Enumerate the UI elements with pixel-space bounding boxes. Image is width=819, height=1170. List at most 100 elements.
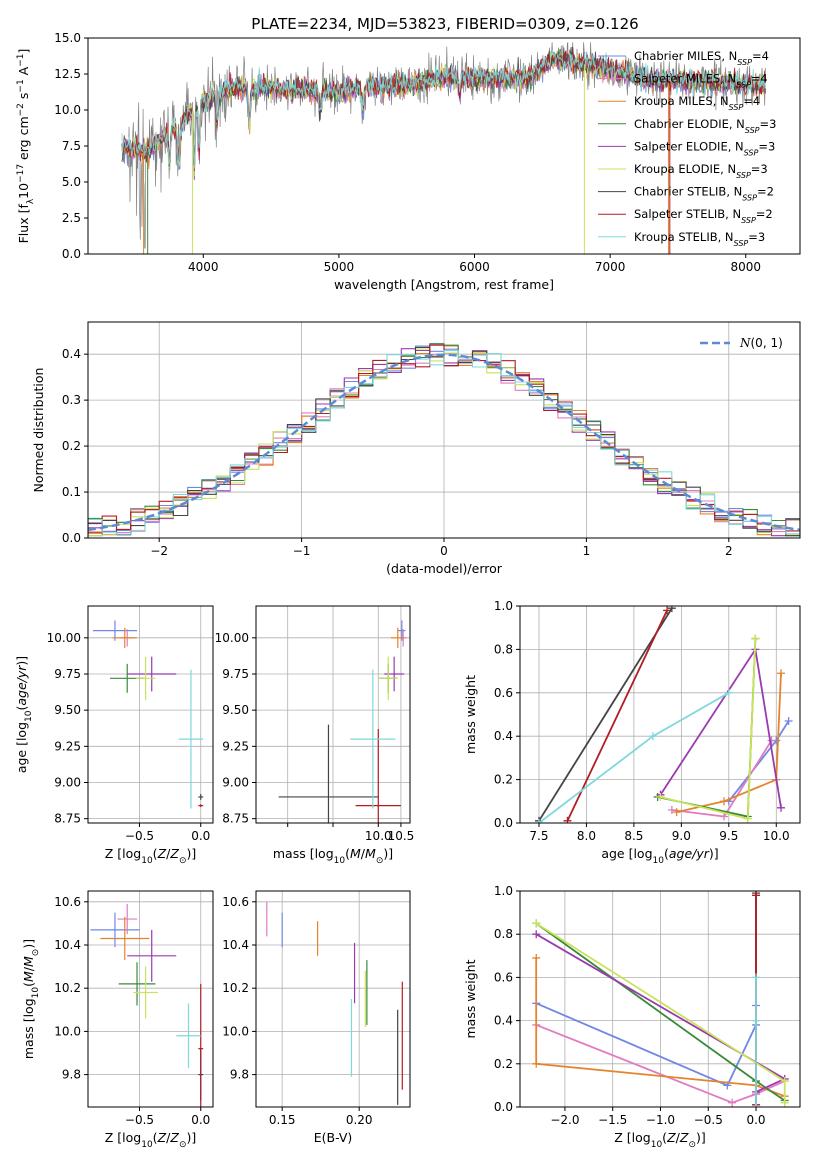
x-axis-label-part: wavelength [Angstrom, rest frame] xyxy=(334,277,554,292)
x-tick-label: 6000 xyxy=(459,260,490,274)
weight-marker xyxy=(780,1077,789,1086)
legend-subscript: SSP xyxy=(729,103,744,112)
weight-marker xyxy=(532,1059,541,1068)
y-tick-label: 10.00 xyxy=(215,631,249,645)
legend-model-name: Kroupa MILES, N xyxy=(634,94,729,108)
axes-weight_vs_Z: −2.0 −1.5 −1.0 −0.5 0.0 0.0 0.2 0.4 0.6 0.8 1.0 Z [… xyxy=(463,884,801,1150)
y-tick-label: 9.25 xyxy=(54,739,81,753)
x-axis-label-part: / xyxy=(166,1130,171,1145)
x-axis-label-part: ( xyxy=(345,846,350,861)
axes-mass_vs_Z: −0.5 0.09.810.010.210.410.6Z [log10(Z/Z⊙)… xyxy=(21,890,214,1150)
y-tick-label: 10.2 xyxy=(222,981,249,995)
x-tick-label: −1 xyxy=(293,544,311,558)
weight-marker xyxy=(720,812,729,821)
x-tick-label: 2 xyxy=(725,544,733,558)
x-axis-label-part: ⊙ xyxy=(179,856,187,866)
x-tick-label: −0.5 xyxy=(125,1113,154,1127)
x-axis-label-part: ⊙ xyxy=(688,1140,696,1150)
legend-entry: Chabrier STELIB, NSSP=2 xyxy=(634,185,774,203)
x-axis-label: age [log10(age/yr)] xyxy=(601,846,718,866)
legend-subscript: SSP xyxy=(741,216,756,225)
x-axis-label-part: / xyxy=(166,846,171,861)
x-tick-label: −0.5 xyxy=(694,1113,723,1127)
legend-args: (0, 1) xyxy=(751,336,783,350)
y-axis-label-part: erg cm xyxy=(16,116,31,164)
x-axis-label-part: M xyxy=(365,846,376,861)
axes-frame xyxy=(519,605,801,824)
y-axis-label-part: ] xyxy=(16,49,31,54)
x-axis-label-part: Z [log xyxy=(105,846,141,861)
x-axis-label-part: ( xyxy=(662,1130,667,1145)
x-tick-label: −2 xyxy=(150,544,168,558)
plot-area xyxy=(88,891,213,1107)
legend-subscript: SSP xyxy=(734,238,749,247)
x-tick-label: 10.0 xyxy=(365,829,392,843)
y-axis-label-part: age [log xyxy=(14,722,29,773)
y-tick-label: 10.00 xyxy=(47,631,81,645)
x-tick-label: −2.0 xyxy=(550,1113,579,1127)
legend-entry: Kroupa MILES, NSSP=4 xyxy=(634,94,760,112)
y-tick-label: 1.0 xyxy=(494,884,513,898)
x-tick-label: 7.5 xyxy=(529,829,548,843)
x-axis-label-part: (data-model)/error xyxy=(386,561,503,576)
x-axis-label-part: ( xyxy=(664,846,669,861)
y-tick-label: 0.0 xyxy=(494,1100,513,1114)
x-axis-label-part: 10 xyxy=(651,1140,663,1150)
x-tick-label: 10.0 xyxy=(763,829,790,843)
legend-count: =2 xyxy=(757,185,774,199)
weight-marker xyxy=(563,816,572,823)
x-tick-label: −0.5 xyxy=(125,829,154,843)
y-tick-label: 0.1 xyxy=(62,485,81,499)
residual-legend: N(0, 1) xyxy=(700,336,783,350)
weight-marker xyxy=(648,732,657,741)
x-tick-label: 0.20 xyxy=(346,1113,373,1127)
x-tick-label: −1.0 xyxy=(646,1113,675,1127)
x-axis-label-part: Z xyxy=(157,846,167,861)
y-tick-label: 15.0 xyxy=(54,31,81,45)
x-tick-label: 10.5 xyxy=(388,829,415,843)
y-axis-label-part: 10 xyxy=(24,710,34,722)
x-tick-label: 0.0 xyxy=(191,829,210,843)
weight-line-chabrier-stelib xyxy=(538,607,673,822)
figure-title: PLATE=2234, MJD=53823, FIBERID=0309, z=0… xyxy=(251,15,638,33)
plot-area xyxy=(256,606,410,823)
x-tick-label: 9.0 xyxy=(672,829,691,843)
weight-marker xyxy=(780,1098,789,1107)
y-tick-label: 9.50 xyxy=(54,703,81,717)
y-axis-label: mass [log10(M/M⊙)] xyxy=(21,939,41,1059)
x-axis-label-part: ⊙ xyxy=(179,1140,187,1150)
plot-area xyxy=(121,42,767,254)
x-axis-label-part: Z [log xyxy=(105,1130,141,1145)
weight-marker xyxy=(751,634,760,643)
legend-entry: Salpeter STELIB, NSSP=2 xyxy=(634,207,773,225)
x-tick-label: 7000 xyxy=(595,260,626,274)
x-axis-label-part: Z xyxy=(157,1130,167,1145)
y-axis-label: age [log10(age/yr)] xyxy=(14,656,34,773)
weight-line-salpeter-elodie xyxy=(659,646,782,808)
x-tick-label: 0 xyxy=(440,544,448,558)
plot-area xyxy=(520,606,800,823)
x-axis-label-part: )] xyxy=(186,846,196,861)
legend-model-name: Kroupa ELODIE, N xyxy=(634,162,736,176)
axes-age_vs_mass: 10.010.5 8.75 9.00 9.25 9.50 9.75 10.00 mass [l… xyxy=(215,605,415,866)
y-tick-label: 8.75 xyxy=(54,812,81,826)
x-tick-label: 9.5 xyxy=(719,829,738,843)
weight-line-salpeter-stelib xyxy=(566,609,668,822)
legend-model-name: Chabrier STELIB, N xyxy=(634,185,742,199)
x-axis-label: Z [log10(Z/Z⊙)] xyxy=(614,1130,706,1150)
y-tick-label: 10.4 xyxy=(54,938,81,952)
weight-marker xyxy=(767,736,776,745)
axes-frame xyxy=(87,890,214,1108)
weight-line-salpeter-miles xyxy=(671,740,773,818)
legend-subscript: SSP xyxy=(744,148,759,157)
weight-marker xyxy=(532,919,541,928)
y-axis-label-part: mass [log xyxy=(21,998,36,1059)
legend-entry: Kroupa ELODIE, NSSP=3 xyxy=(634,162,768,180)
x-axis-label-part: Z xyxy=(666,1130,676,1145)
x-axis-label: Z [log10(Z/Z⊙)] xyxy=(105,846,197,866)
y-axis-label: mass weight xyxy=(463,959,478,1038)
x-axis-label-part: ( xyxy=(153,1130,158,1145)
